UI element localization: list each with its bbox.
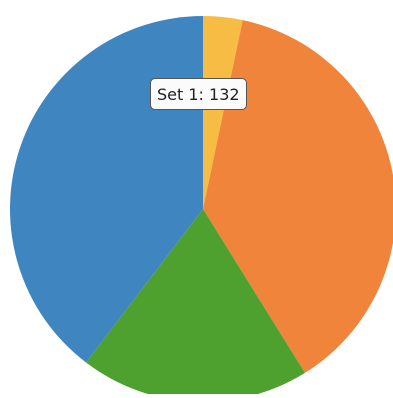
tooltip-separator: :	[198, 84, 210, 104]
chart-tooltip: Set 1: 132	[150, 78, 247, 110]
pie-slice-2[interactable]	[203, 20, 393, 373]
tooltip-series-label: Set 1	[157, 84, 199, 104]
pie-slice-1[interactable]	[203, 15, 243, 209]
pie-slice-3[interactable]	[86, 209, 305, 398]
tooltip-value: 132	[209, 84, 240, 104]
